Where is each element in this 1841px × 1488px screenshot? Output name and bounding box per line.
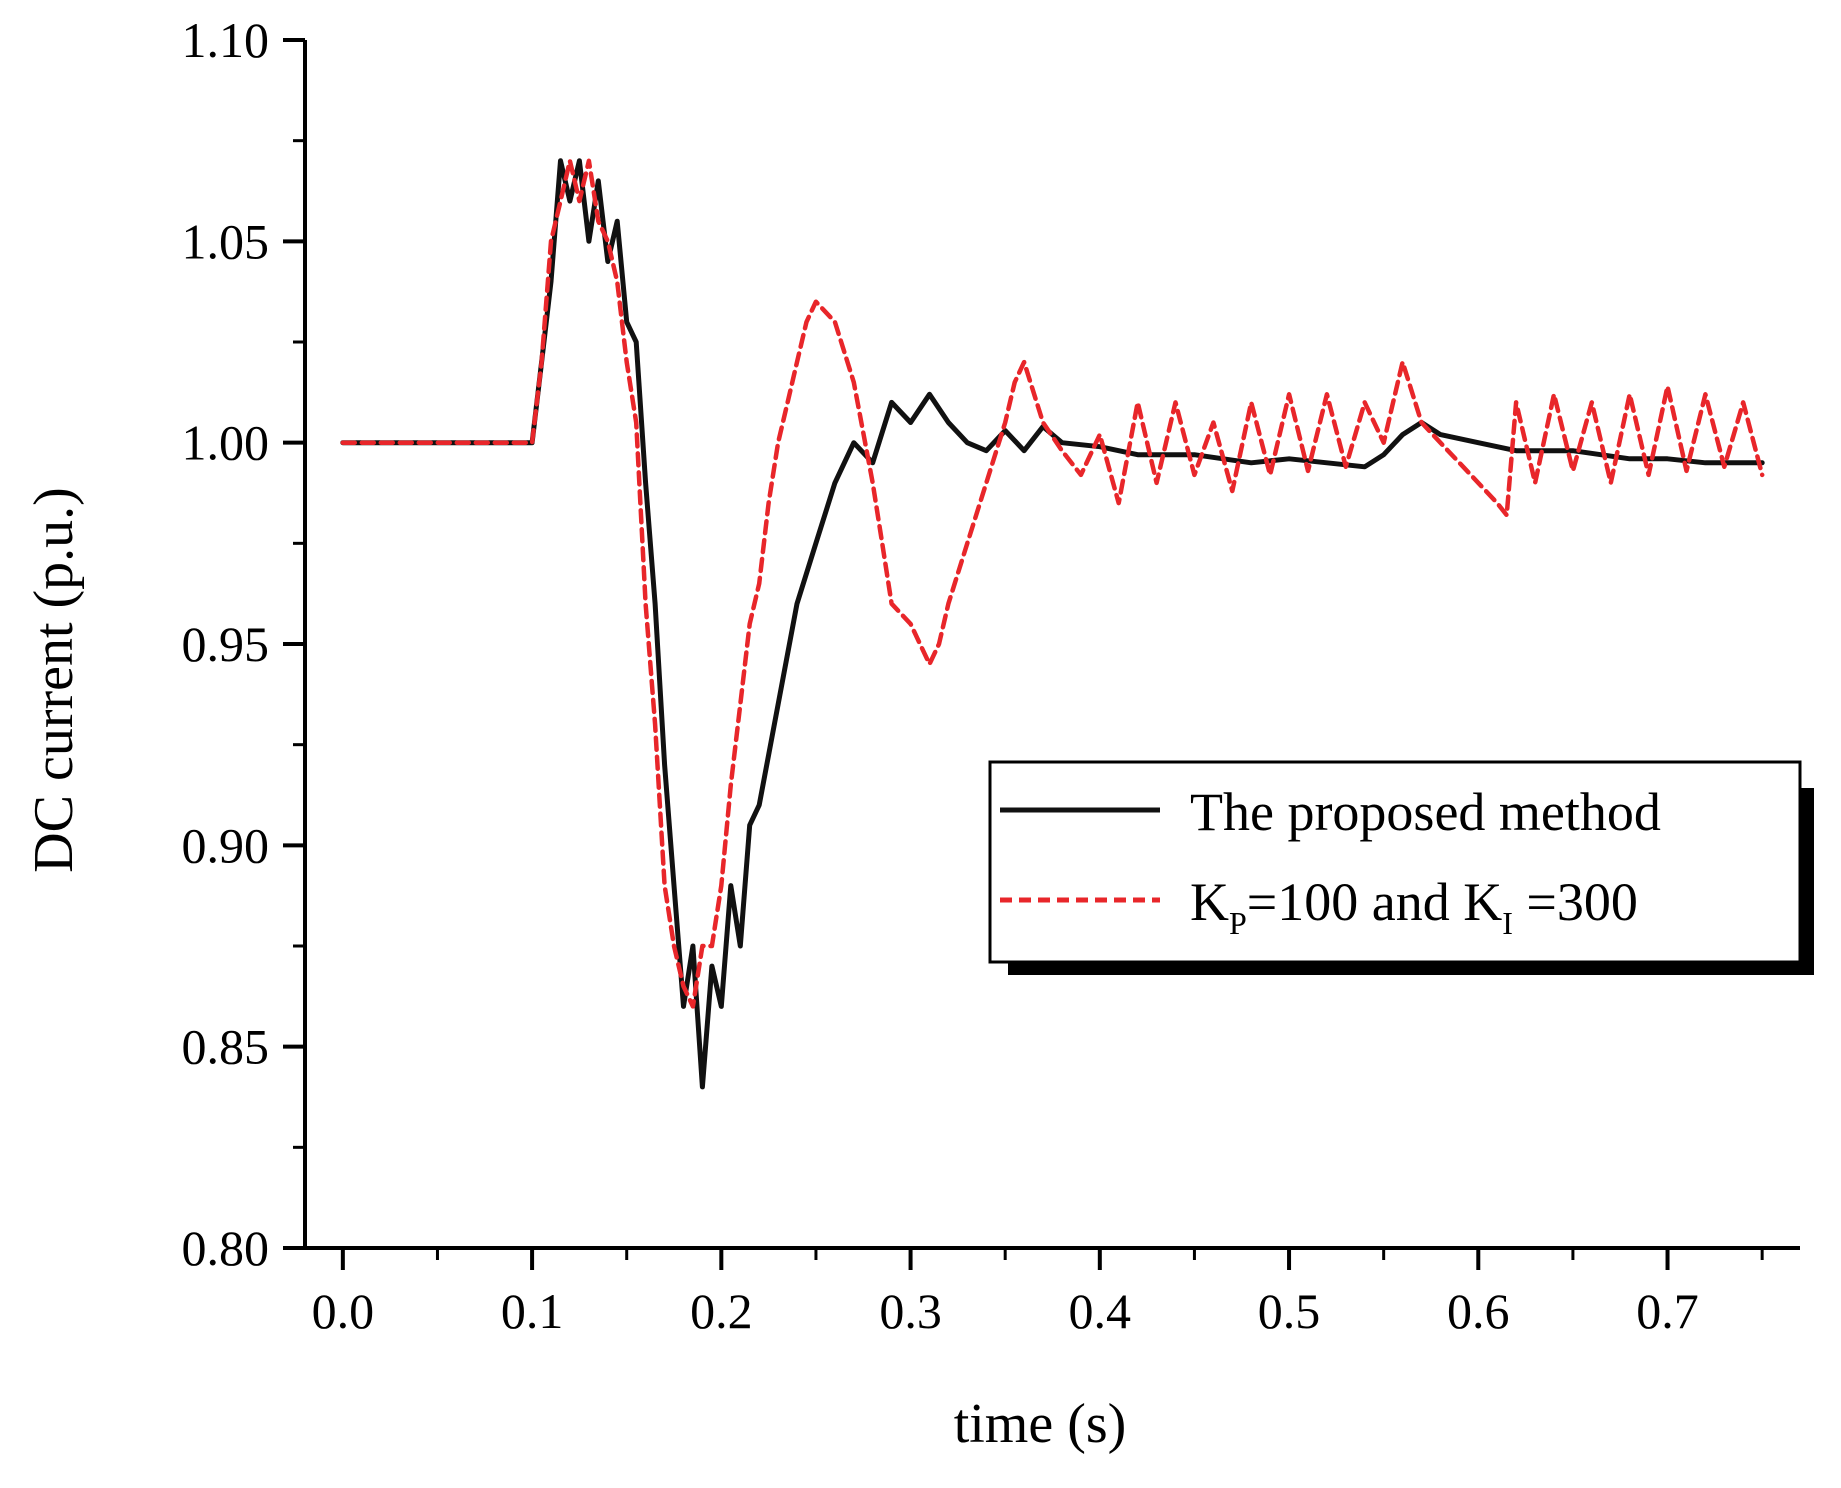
x-axis-title: time (s) [954, 1393, 1127, 1455]
x-tick-label: 0.0 [312, 1283, 375, 1339]
y-tick-label: 1.00 [182, 415, 270, 471]
legend-label-proposed: The proposed method [1190, 782, 1661, 842]
x-tick-label: 0.7 [1636, 1283, 1699, 1339]
x-tick-label: 0.5 [1258, 1283, 1321, 1339]
series-line-pi [340, 158, 1765, 1009]
y-tick-label: 0.85 [182, 1019, 270, 1075]
x-tick-label: 0.4 [1069, 1283, 1132, 1339]
legend-sub-p: P [1229, 905, 1247, 941]
legend-k1: K [1190, 872, 1229, 932]
legend: The proposed method KP=100 and KI =300 [988, 760, 1814, 975]
x-tick-label: 0.2 [690, 1283, 753, 1339]
axes-layer: 0.80 0.85 0.90 0.95 1.00 1.05 1.10 0.0 0.1 0.2 0.3… [182, 12, 1800, 1339]
y-tick-label: 0.95 [182, 616, 270, 672]
legend-sub-i: I [1502, 905, 1513, 941]
x-tick-label: 0.1 [501, 1283, 564, 1339]
y-tick-label: 1.10 [182, 12, 270, 68]
y-tick-label: 0.80 [182, 1220, 270, 1276]
legend-label-pi: KP=100 and KI =300 [1190, 872, 1638, 941]
x-tick-label: 0.6 [1447, 1283, 1510, 1339]
legend-mid: =100 and K [1247, 872, 1502, 932]
legend-box [988, 760, 1802, 964]
series-line-proposed [340, 158, 1765, 1090]
x-tick-label: 0.3 [879, 1283, 942, 1339]
plot-layer [340, 158, 1765, 1090]
y-axis-title: DC current (p.u.) [23, 487, 85, 873]
y-tick-label: 1.05 [182, 213, 270, 269]
legend-end: =300 [1513, 872, 1638, 932]
y-tick-label: 0.90 [182, 817, 270, 873]
